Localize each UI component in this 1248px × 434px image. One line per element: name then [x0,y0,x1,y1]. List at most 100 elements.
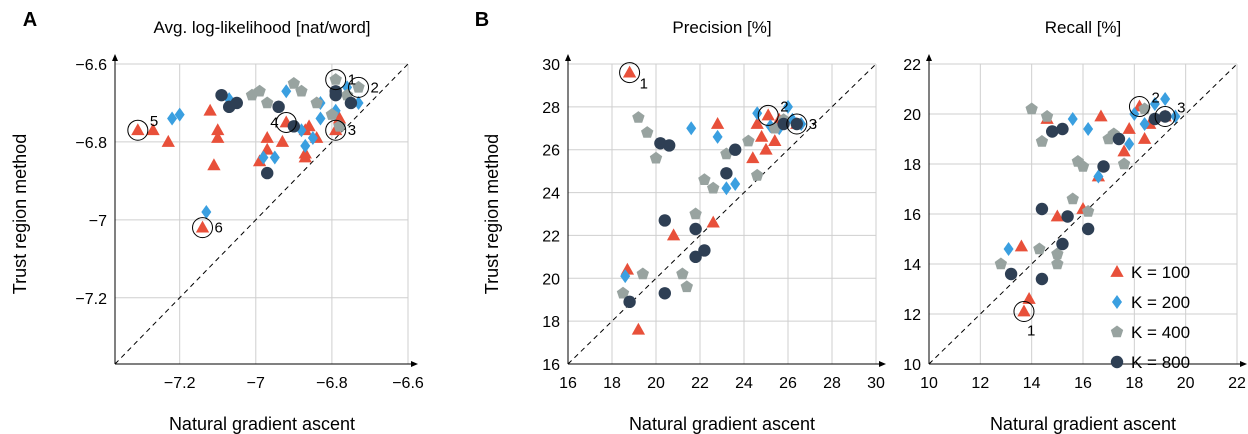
x-tick-label: 14 [1023,375,1041,392]
data-point-k200 [167,111,178,126]
data-point-k400 [742,134,755,147]
x-axis-label: Natural gradient ascent [629,414,815,434]
data-point-k100 [706,215,720,228]
x-axis-label: Natural gradient ascent [990,414,1176,434]
data-point-k800 [272,100,285,114]
data-point-k100 [768,134,782,147]
data-point-k800 [1035,202,1049,216]
data-point-k400 [680,280,693,293]
data-point-k800 [1081,222,1095,236]
data-point-k800 [1056,237,1069,251]
data-point-k800 [658,287,671,300]
x-tick-label: 12 [971,375,989,392]
data-point-k200 [1149,97,1160,111]
data-point-k800 [261,166,274,180]
data-point-k400 [1035,135,1049,147]
data-point-k200 [620,269,631,284]
legend-marker-k800 [1110,355,1124,369]
data-point-k100 [1137,132,1152,144]
data-point-k100 [195,220,210,233]
data-point-k800 [698,244,711,257]
annotation-label: 1 [1027,323,1035,340]
y-tick-label: 22 [542,228,560,245]
x-tick-label: −6.6 [392,375,424,392]
data-point-k800 [287,120,301,133]
data-point-k800 [344,96,358,110]
data-point-k400 [310,96,323,109]
annotation-label: 5 [150,113,158,130]
y-tick-label: 26 [542,143,560,160]
legend-label: K = 200 [1131,293,1190,312]
legend-label: K = 800 [1131,353,1190,372]
x-tick-label: −7.2 [164,375,196,392]
panel-letter: A [23,9,37,31]
data-point-k400 [1025,102,1038,115]
y-tick-label: 28 [542,100,560,117]
x-axis-label: Natural gradient ascent [169,414,355,434]
y-tick-label: 10 [903,357,921,374]
x-tick-label: 18 [603,375,621,392]
annotation-label: 3 [1177,100,1185,117]
y-tick-label: 18 [542,314,560,331]
data-point-k100 [746,151,760,164]
data-point-k800 [729,143,742,156]
data-point-k200 [269,150,280,165]
data-point-k400 [325,108,339,120]
data-point-k400 [261,96,274,109]
y-tick-label: −7.2 [75,291,107,308]
annotation-label: 2 [1151,90,1159,107]
data-point-k100 [1117,144,1131,157]
x-tick-label: 22 [691,375,709,392]
data-point-k800 [1112,132,1126,146]
data-point-k200 [1124,137,1135,151]
data-point-k200 [1067,112,1078,126]
data-point-k800 [1056,122,1069,136]
legend-marker-k400 [1110,325,1124,338]
annotation-circle [348,76,370,98]
x-tick-label: −6.8 [316,375,348,392]
identity-line [114,63,409,365]
data-point-k800 [689,222,702,236]
data-point-k100 [622,65,637,78]
data-point-k400 [616,286,630,299]
annotation-circle [192,217,214,239]
annotation-circle [786,113,808,135]
data-point-k200 [201,205,212,220]
data-point-k800 [1004,267,1018,281]
data-point-k400 [689,207,702,220]
x-axis-arrow [879,361,886,367]
x-tick-label: 16 [559,375,577,392]
annotation-label: 2 [780,98,788,115]
data-point-k200 [686,121,697,136]
data-point-k400 [329,73,342,85]
data-point-k400 [287,77,300,89]
x-tick-label: 22 [1228,375,1246,392]
chart-title: Precision [%] [672,18,771,37]
x-tick-label: 18 [1125,375,1143,392]
data-point-k100 [203,103,217,116]
data-point-k200 [281,84,292,99]
annotation-circle [325,69,347,91]
y-tick-label: 16 [903,207,921,224]
data-point-k800 [658,214,671,227]
data-point-k200 [307,131,318,146]
x-axis-arrow [1240,361,1247,367]
annotation-circle [619,62,641,84]
data-point-k800 [720,167,733,180]
data-point-k800 [1097,160,1110,173]
y-tick-label: 30 [542,57,560,74]
data-point-k100 [1050,209,1064,222]
data-point-k400 [636,267,649,280]
data-point-k400 [295,84,308,97]
data-point-k100 [666,228,681,241]
x-tick-label: 24 [735,375,753,392]
data-point-k800 [1061,210,1074,223]
y-axis-arrow [565,54,571,61]
data-point-k100 [1094,109,1108,122]
data-point-k100 [275,134,290,147]
y-tick-label: 20 [542,271,560,288]
data-point-k200 [730,177,741,191]
data-point-k100 [1122,122,1136,134]
